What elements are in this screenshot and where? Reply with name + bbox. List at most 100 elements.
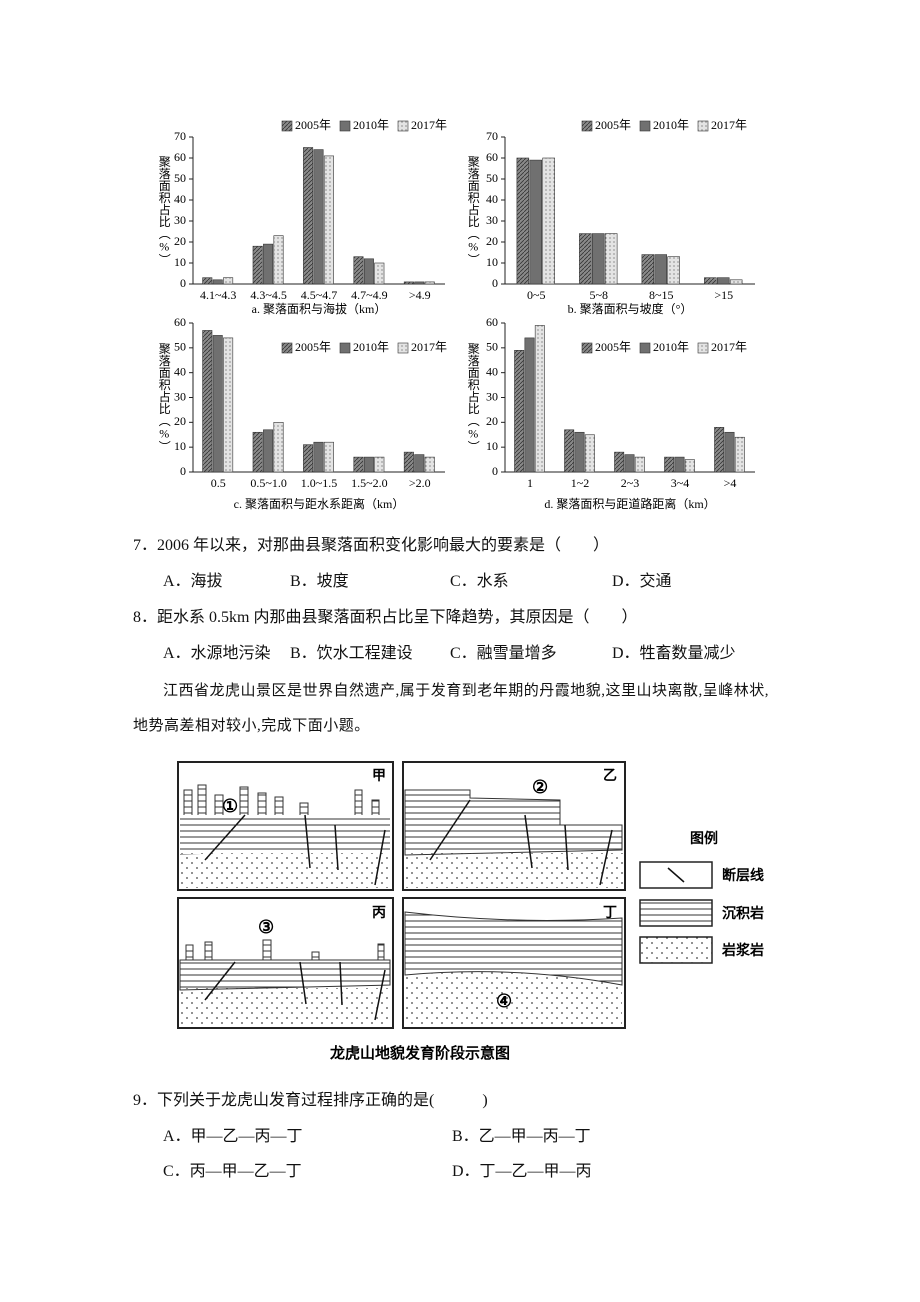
bar bbox=[323, 441, 334, 473]
y-tick-label: 20 bbox=[174, 414, 186, 428]
y-tick-label: 70 bbox=[174, 129, 186, 143]
bar bbox=[716, 277, 730, 285]
bar bbox=[674, 456, 685, 473]
bar bbox=[273, 422, 284, 473]
bar bbox=[323, 155, 334, 285]
bar bbox=[202, 330, 213, 473]
option: D．交通 bbox=[612, 573, 672, 590]
x-tick-label: 3~4 bbox=[671, 476, 690, 490]
y-tick-label: 0 bbox=[492, 276, 498, 290]
bar bbox=[729, 279, 743, 285]
marker: ② bbox=[532, 777, 548, 797]
panel-yi bbox=[402, 761, 626, 891]
bar bbox=[212, 279, 223, 285]
y-tick-label: 0 bbox=[492, 464, 498, 478]
bar bbox=[579, 233, 592, 285]
bar bbox=[714, 426, 725, 473]
bar bbox=[704, 277, 717, 285]
legend-swatch bbox=[281, 120, 293, 132]
bar bbox=[667, 256, 680, 285]
legend-title: 图例 bbox=[690, 830, 718, 847]
bar bbox=[303, 444, 314, 473]
y-tick-label: 60 bbox=[486, 315, 498, 329]
chart-title: d. 聚落面积与距道路距离（km） bbox=[544, 496, 715, 511]
x-tick-label: >2.0 bbox=[409, 476, 431, 490]
y-tick-label: 30 bbox=[174, 389, 186, 403]
y-tick-label: 20 bbox=[486, 414, 498, 428]
x-tick-label: 1.5~2.0 bbox=[351, 476, 388, 490]
legend-label: 2005年 bbox=[295, 340, 331, 354]
bar bbox=[313, 441, 324, 473]
bar bbox=[584, 434, 595, 473]
panel-bing bbox=[177, 897, 394, 1029]
legend-swatch bbox=[397, 120, 409, 132]
x-tick-label: 0.5 bbox=[211, 476, 226, 490]
bar bbox=[624, 454, 635, 473]
legend-label: 2010年 bbox=[353, 118, 389, 132]
bar bbox=[353, 456, 364, 473]
y-tick-label: 30 bbox=[486, 389, 498, 403]
chart-title: b. 聚落面积与坡度（°） bbox=[568, 301, 693, 316]
bar bbox=[313, 149, 324, 285]
diagram-legend bbox=[639, 861, 713, 964]
bar bbox=[212, 335, 223, 473]
chart-title: a. 聚落面积与海拔（km） bbox=[252, 301, 387, 316]
diagram: 甲 乙 丙 丁 ① ② ③ ④ 图例 断层线 沉积岩 岩浆岩 龙虎山地貌发育阶段… bbox=[177, 761, 764, 1062]
option: B．饮水工程建设 bbox=[290, 645, 413, 662]
y-tick-label: 70 bbox=[486, 129, 498, 143]
y-tick-label: 50 bbox=[486, 171, 498, 185]
bar bbox=[641, 254, 655, 285]
legend-label: 2017年 bbox=[411, 118, 447, 132]
option: D．牲畜数量减少 bbox=[612, 645, 736, 662]
bar bbox=[252, 245, 263, 285]
bar bbox=[414, 281, 425, 285]
y-tick-label: 40 bbox=[174, 364, 186, 378]
marker: ④ bbox=[496, 991, 512, 1011]
x-tick-label: 1 bbox=[527, 476, 533, 490]
bar bbox=[303, 147, 314, 285]
bar bbox=[734, 436, 745, 473]
y-tick-label: 30 bbox=[486, 213, 498, 227]
legend-swatch bbox=[339, 120, 351, 132]
y-tick-label: 60 bbox=[174, 150, 186, 164]
question-stem: 8．距水系 0.5km 内那曲县聚落面积占比呈下降趋势，其原因是（ ） bbox=[133, 609, 638, 626]
bar bbox=[363, 258, 374, 285]
bar bbox=[542, 157, 555, 285]
option: C．水系 bbox=[450, 573, 509, 590]
bar bbox=[414, 454, 425, 473]
x-tick-label: 5~8 bbox=[590, 288, 609, 302]
bar bbox=[604, 233, 618, 285]
bar bbox=[424, 281, 435, 285]
bar bbox=[353, 256, 364, 285]
bar bbox=[564, 429, 575, 473]
legend-label: 2005年 bbox=[295, 118, 331, 132]
bar bbox=[529, 159, 543, 285]
panel-label: 丙 bbox=[372, 905, 386, 921]
legend-label: 2005年 bbox=[595, 340, 631, 354]
legend-label: 2017年 bbox=[411, 340, 447, 354]
x-tick-label: 4.1~4.3 bbox=[200, 288, 237, 302]
bar bbox=[724, 431, 735, 473]
legend-swatch bbox=[639, 120, 651, 132]
x-tick-label: 1.0~1.5 bbox=[301, 476, 338, 490]
legend-swatch bbox=[581, 120, 593, 132]
bar bbox=[424, 456, 435, 473]
bar bbox=[403, 451, 414, 473]
y-tick-label: 30 bbox=[174, 213, 186, 227]
bar bbox=[273, 235, 284, 285]
y-tick-label: 20 bbox=[174, 234, 186, 248]
x-tick-label: 4.5~4.7 bbox=[301, 288, 338, 302]
legend-label: 2010年 bbox=[353, 340, 389, 354]
legend-label: 2017年 bbox=[711, 340, 747, 354]
bar bbox=[202, 277, 213, 285]
bar bbox=[252, 431, 263, 473]
legend-swatch bbox=[339, 342, 351, 354]
x-tick-label: 4.7~4.9 bbox=[351, 288, 388, 302]
bar bbox=[614, 451, 625, 473]
bar bbox=[263, 429, 274, 473]
x-tick-label: >15 bbox=[714, 288, 733, 302]
y-tick-label: 10 bbox=[174, 439, 186, 453]
y-axis-label: 聚落面积占比（%） bbox=[157, 342, 171, 452]
x-tick-label: >4 bbox=[724, 476, 737, 490]
